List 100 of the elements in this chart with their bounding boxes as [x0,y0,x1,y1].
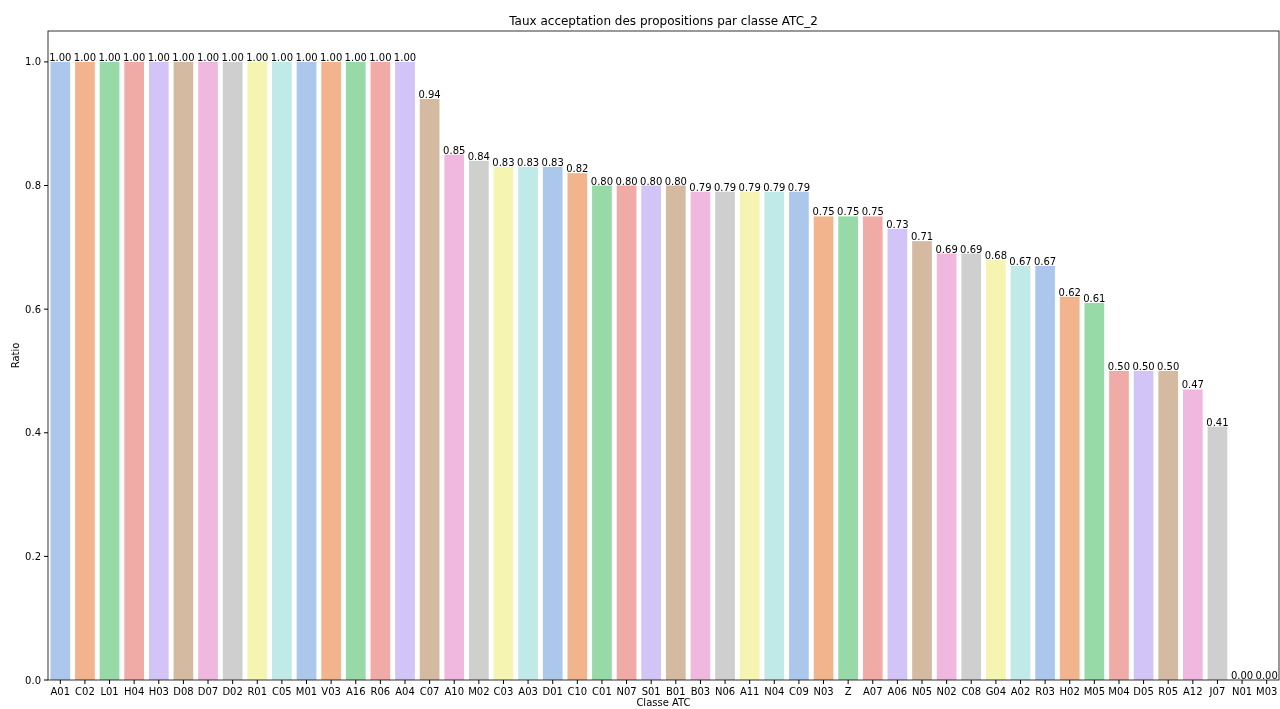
x-tick-label: A11 [739,686,760,697]
bar [99,61,120,680]
bar [272,61,292,680]
x-tick-label: S01 [641,686,661,697]
x-tick-label: N06 [714,686,736,697]
data-label: 0.83 [541,156,564,168]
x-tick-label: M01 [295,686,318,697]
data-label: 0.80 [590,175,614,187]
x-tick-label: D01 [542,686,563,697]
x-tick-label: H03 [148,686,169,697]
bar [715,191,735,680]
data-label: 0.47 [1181,379,1204,391]
x-tick-label: A16 [345,686,366,697]
x-tick-label: J07 [1208,686,1226,697]
data-label: 0.83 [516,156,540,168]
bar [1207,426,1228,680]
data-label: 0.71 [910,231,934,243]
y-tick-label: 0.2 [25,550,41,562]
data-label: 0.00 [1255,670,1278,681]
data-label: 0.82 [566,163,589,175]
bar [222,61,243,680]
bar [1010,265,1031,680]
data-label: 1.00 [246,51,269,63]
x-tick-label: G04 [985,686,1007,697]
x-tick-label: A03 [518,686,538,697]
bar [1133,370,1154,680]
chart-title: Taux acceptation des propositions par classe ATC_2 [508,14,818,28]
x-tick-label: C05 [272,686,292,697]
data-label: 0.79 [689,181,712,193]
bar [444,154,465,680]
bar [862,216,883,680]
bar [173,61,194,680]
x-tick-label: N04 [764,686,785,697]
x-tick-label: A02 [1010,686,1031,697]
data-label: 0.50 [1132,360,1155,372]
bar [1182,389,1203,680]
data-label: 0.69 [935,243,958,255]
x-tick-label: R05 [1158,686,1179,697]
data-label: 0.41 [1206,416,1229,428]
x-tick-label: N02 [936,686,957,697]
bar [296,61,317,680]
bar [198,61,218,680]
x-axis-title: Classe ATC [636,697,691,708]
x-tick-label: Z [844,686,852,697]
bar [1109,370,1129,680]
bar [567,173,588,680]
bar [739,191,760,680]
bar [124,61,145,680]
bar [616,185,637,680]
x-tick-label: A10 [444,686,465,697]
x-tick-label: M03 [1256,686,1278,697]
x-tick-label: A04 [395,686,415,697]
x-tick-label: H04 [124,686,145,697]
x-tick-label: R01 [247,686,268,697]
bar [961,253,982,680]
data-label: 0.67 [1033,255,1057,267]
data-label: 1.00 [98,51,121,63]
data-label: 0.00 [1230,670,1254,681]
x-tick-label: B01 [666,686,686,697]
bar [936,253,957,680]
data-label: 1.00 [270,51,294,63]
x-tick-label: M04 [1108,686,1130,697]
data-label: 0.79 [713,181,737,193]
bar [50,61,71,680]
data-label: 0.62 [1058,286,1081,298]
x-tick-label: A01 [50,686,71,697]
x-tick-label: A06 [887,686,908,697]
bar [148,61,169,680]
x-tick-label: A07 [862,686,883,697]
bar [75,61,95,680]
y-tick-label: 0.8 [25,180,41,192]
x-tick-label: H02 [1059,686,1080,697]
bar [493,166,514,680]
x-tick-label: C10 [567,686,588,697]
bar [887,228,908,680]
data-label: 1.00 [172,51,195,63]
data-label: 0.75 [837,206,860,218]
data-label: 0.67 [1009,255,1032,267]
data-label: 0.68 [984,249,1007,261]
x-tick-label: N01 [1231,686,1253,697]
data-label: 0.75 [861,206,884,218]
x-tick-label: B03 [690,686,711,697]
data-label: 1.00 [369,51,392,63]
bar [370,61,391,680]
x-tick-label: D05 [1133,686,1154,697]
y-tick-label: 0.4 [25,427,41,439]
bar [641,185,662,680]
data-label: 1.00 [123,51,146,63]
x-tick-label: C08 [961,686,982,697]
data-label: 0.50 [1157,360,1180,372]
x-tick-label: M02 [468,686,490,697]
x-tick-label: A12 [1183,686,1203,697]
x-tick-label: N07 [616,686,637,697]
data-label: 0.61 [1083,292,1106,304]
data-label: 0.84 [467,150,490,162]
x-tick-label: D02 [222,686,243,697]
bar [838,216,858,680]
bar [1084,302,1105,680]
bar [419,98,440,680]
bar [518,166,538,680]
